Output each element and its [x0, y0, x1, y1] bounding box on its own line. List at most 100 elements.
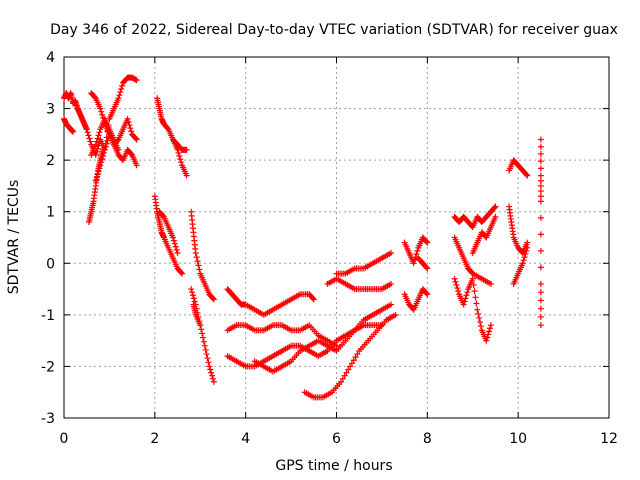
- data-point: [172, 243, 179, 250]
- data-point: [378, 322, 385, 329]
- data-point: [128, 128, 135, 135]
- data-point: [537, 172, 544, 179]
- data-point: [352, 354, 359, 361]
- data-point: [96, 129, 103, 136]
- data-point: [174, 249, 181, 256]
- data-point: [170, 237, 177, 244]
- data-point: [102, 143, 109, 150]
- y-tick-label: 1: [46, 205, 55, 221]
- data-point: [492, 213, 499, 220]
- data-point: [423, 264, 430, 271]
- data-point: [188, 286, 195, 293]
- data-point: [411, 257, 418, 264]
- data-point: [210, 378, 217, 385]
- data-point: [83, 126, 90, 133]
- data-point: [98, 159, 105, 166]
- data-point: [100, 149, 107, 156]
- data-point: [200, 338, 207, 345]
- data-point: [470, 281, 477, 288]
- data-point: [193, 254, 200, 261]
- data-point: [388, 249, 394, 256]
- data-point: [537, 214, 544, 221]
- data-point: [537, 165, 544, 172]
- data-point: [461, 298, 468, 305]
- data-point: [99, 111, 106, 118]
- data-point: [198, 326, 205, 333]
- data-point: [486, 328, 493, 335]
- data-point: [537, 136, 544, 143]
- data-point: [183, 172, 190, 179]
- data-point: [339, 375, 346, 382]
- x-tick-label: 2: [150, 431, 159, 447]
- data-point: [183, 146, 190, 153]
- data-point: [133, 136, 140, 143]
- data-point: [170, 234, 176, 241]
- x-tick-label: 10: [509, 431, 527, 447]
- data-point: [100, 153, 107, 160]
- data-point: [95, 168, 102, 175]
- data-point: [537, 188, 544, 195]
- data-point: [471, 288, 478, 295]
- data-point: [483, 337, 490, 344]
- data-point: [171, 240, 178, 247]
- data-point: [86, 135, 93, 142]
- data-point: [392, 311, 399, 318]
- data-point: [209, 375, 216, 382]
- data-point: [114, 137, 121, 144]
- data-point: [463, 292, 470, 299]
- data-point: [341, 372, 348, 379]
- data-point: [424, 291, 431, 298]
- data-point: [537, 182, 544, 189]
- data-point: [91, 94, 98, 101]
- data-point: [424, 265, 431, 272]
- y-tick-label: 0: [46, 256, 55, 272]
- data-point: [160, 212, 167, 219]
- data-point: [487, 280, 494, 287]
- data-point: [164, 125, 171, 132]
- data-point: [537, 322, 544, 329]
- data-point: [115, 146, 122, 153]
- data-point: [537, 158, 544, 165]
- data-point: [210, 296, 217, 303]
- data-point: [388, 280, 394, 287]
- data-point: [492, 203, 499, 210]
- data-point: [92, 141, 99, 148]
- data-point: [127, 125, 134, 132]
- data-point: [520, 257, 527, 264]
- data-point: [413, 251, 420, 258]
- data-point: [133, 77, 140, 84]
- data-point: [97, 105, 104, 112]
- data-point: [176, 153, 183, 160]
- data-point: [412, 254, 419, 261]
- data-point: [472, 294, 479, 301]
- data-point: [423, 238, 430, 245]
- data-point: [537, 198, 544, 205]
- data-point: [537, 150, 544, 157]
- data-point: [84, 129, 91, 136]
- data-point: [124, 115, 131, 122]
- data-point: [485, 331, 492, 338]
- data-point: [119, 82, 126, 89]
- data-point: [132, 135, 139, 142]
- data-point: [93, 138, 100, 145]
- data-point: [484, 334, 491, 341]
- data-point: [524, 244, 531, 251]
- x-axis: 0 2 4 6 8 10 12: [60, 57, 618, 447]
- data-point: [175, 149, 182, 156]
- y-tick-label: -3: [41, 411, 55, 427]
- data-point: [455, 288, 462, 295]
- x-tick-label: 6: [332, 431, 341, 447]
- data-point: [115, 95, 122, 102]
- data-point: [201, 342, 208, 349]
- data-point: [189, 289, 196, 296]
- data-point: [338, 378, 345, 385]
- data-point: [491, 204, 498, 211]
- data-point: [87, 138, 94, 145]
- data-point: [523, 247, 530, 254]
- data-point: [94, 171, 101, 178]
- data-point: [452, 278, 459, 285]
- data-point: [98, 108, 105, 115]
- data-point: [207, 366, 214, 373]
- data-point: [474, 306, 481, 313]
